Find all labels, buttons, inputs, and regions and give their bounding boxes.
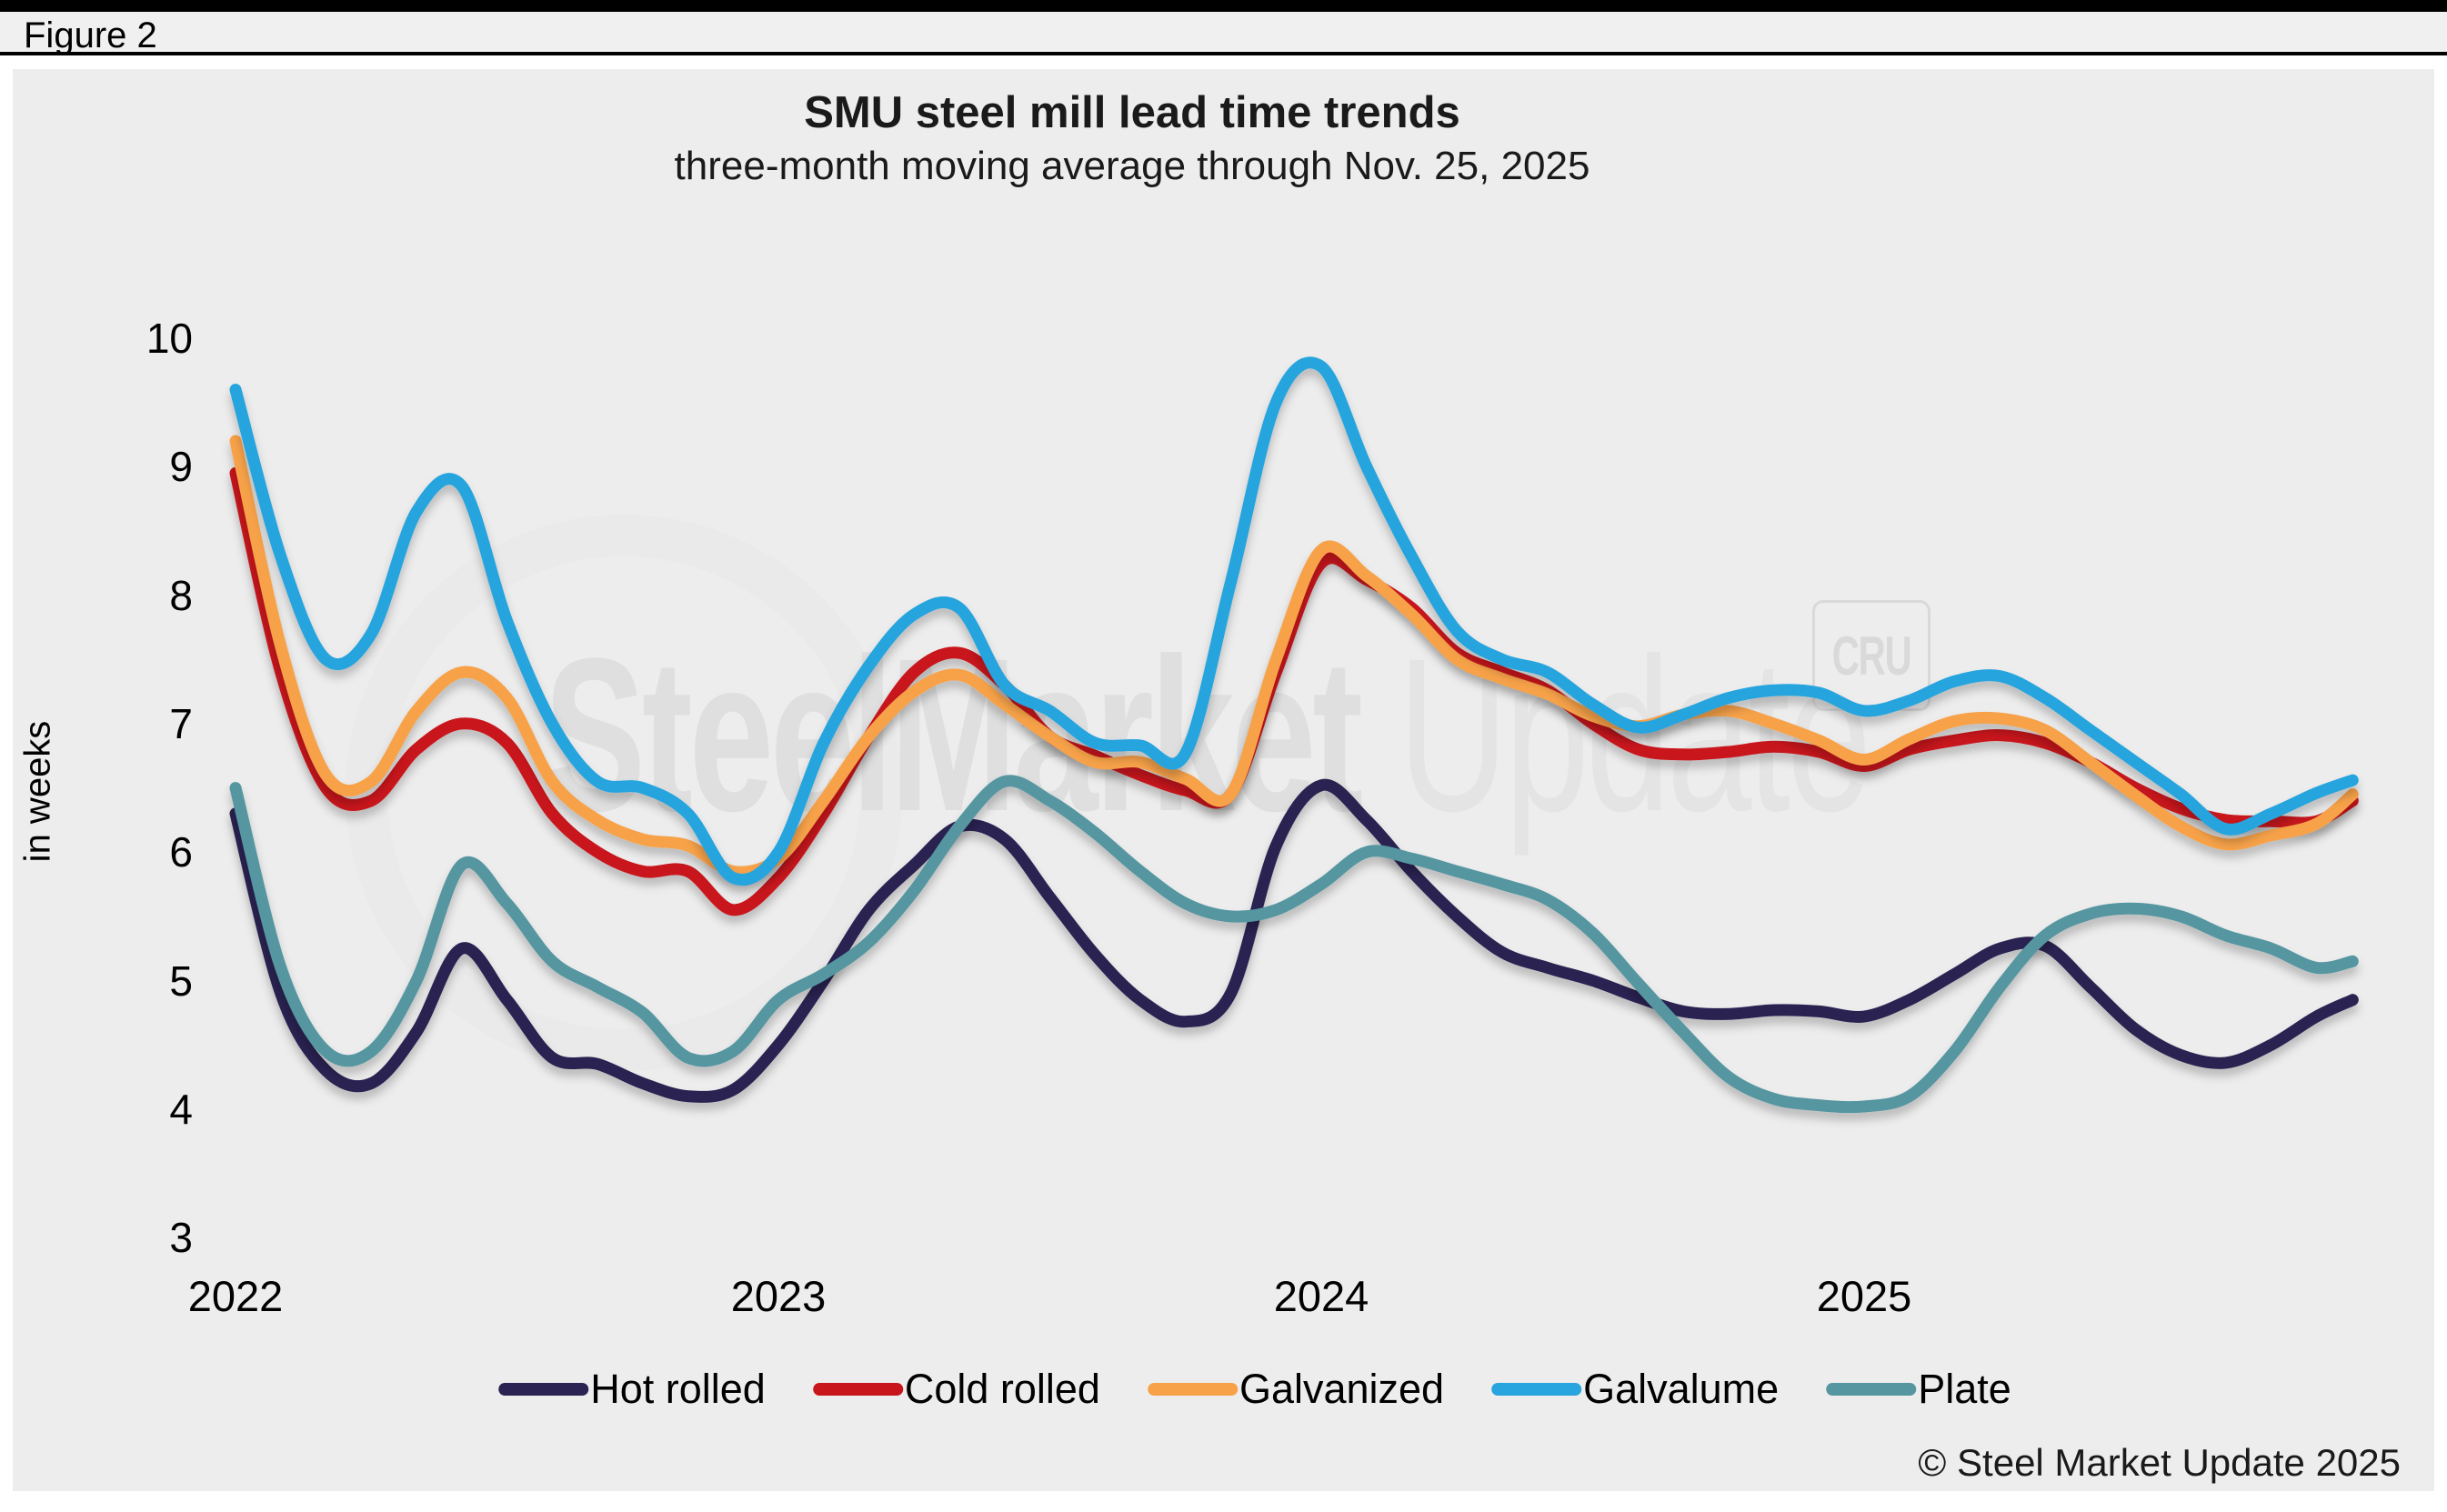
copyright-note: © Steel Market Update 2025 — [1918, 1441, 2401, 1484]
y-tick-label: 7 — [169, 699, 193, 747]
legend-item: Cold rolled — [812, 1366, 1100, 1413]
legend-label: Cold rolled — [904, 1366, 1100, 1412]
chart-subtitle: three-month moving average through Nov. … — [674, 144, 1590, 188]
top-black-bar — [0, 0, 2447, 12]
y-tick-label: 10 — [145, 315, 193, 362]
series-line-hot-rolled — [229, 778, 2359, 1103]
series-line-galvalume — [229, 356, 2359, 886]
figure-label: Figure 2 — [24, 15, 157, 55]
y-tick-label: 8 — [169, 571, 193, 619]
legend-swatch — [498, 1383, 589, 1396]
y-tick-label: 5 — [169, 956, 193, 1005]
x-tick-label: 2024 — [1273, 1272, 1369, 1320]
y-tick-label: 9 — [169, 443, 193, 491]
legend-label: Hot rolled — [590, 1366, 766, 1412]
legend-label: Plate — [1918, 1366, 2011, 1412]
x-tick-label: 2023 — [730, 1272, 827, 1320]
cru-badge: CRU — [1812, 600, 1931, 711]
legend-label: Galvanized — [1239, 1366, 1445, 1412]
legend-swatch — [812, 1383, 903, 1396]
series-line-galvanized — [229, 435, 2359, 878]
y-tick-label: 3 — [169, 1214, 193, 1262]
legend-item: Galvalume — [1491, 1366, 1779, 1413]
legend-swatch — [1491, 1383, 1582, 1396]
chart-legend: Hot rolled Cold rolled Galvanized Galvalume… — [498, 1366, 2011, 1413]
legend-swatch — [1147, 1383, 1238, 1396]
legend-item: Hot rolled — [498, 1366, 766, 1413]
legend-item: Galvanized — [1147, 1366, 1445, 1413]
x-tick-label: 2025 — [1816, 1272, 1912, 1320]
legend-swatch — [1826, 1383, 1917, 1396]
x-tick-label: 2022 — [187, 1272, 284, 1320]
y-tick-label: 6 — [169, 828, 193, 876]
legend-item: Plate — [1826, 1366, 2011, 1413]
cru-badge-label: CRU — [1831, 625, 1912, 686]
legend-label: Galvalume — [1583, 1366, 1780, 1412]
header-rule — [0, 52, 2447, 55]
chart-title: SMU steel mill lead time trends — [804, 88, 1460, 137]
figure-header-band: Figure 2 — [0, 12, 2447, 55]
y-tick-label: 4 — [169, 1085, 193, 1133]
series-line-plate — [229, 775, 2359, 1114]
